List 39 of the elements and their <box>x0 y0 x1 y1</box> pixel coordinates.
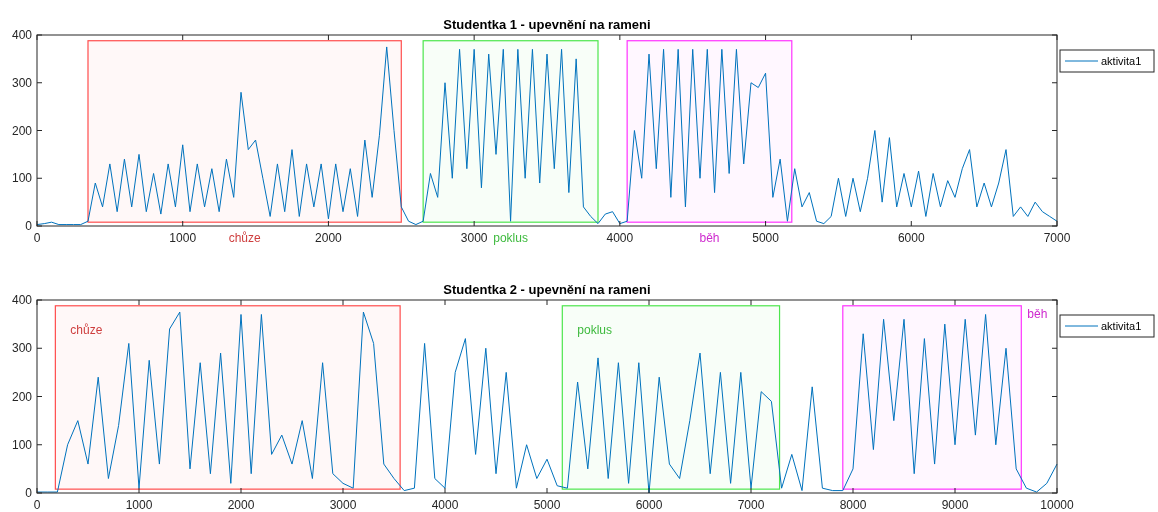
x-tick-label: 6000 <box>635 498 663 512</box>
x-tick-label: 2000 <box>315 231 343 245</box>
legend-label: aktivita1 <box>1101 320 1142 332</box>
y-tick-label: 300 <box>11 75 33 90</box>
x-tick-label: 8000 <box>839 498 867 512</box>
y-tick-label: 200 <box>11 389 33 404</box>
band-label: běh <box>1027 306 1048 321</box>
band-label: chůze <box>70 322 103 337</box>
band-label: běh <box>699 231 720 245</box>
x-tick-label: 5000 <box>533 498 561 512</box>
band-label: poklus <box>577 322 612 337</box>
y-tick-label: 0 <box>25 486 33 500</box>
band-label: chůze <box>228 231 261 245</box>
x-tick-label: 9000 <box>941 498 969 512</box>
x-tick-label: 6000 <box>897 231 925 245</box>
x-tick-label: 3000 <box>460 231 488 245</box>
x-tick-label: 7000 <box>737 498 765 512</box>
y-tick-label: 400 <box>11 293 33 307</box>
line-series <box>36 46 1058 226</box>
x-tick-label: 1000 <box>169 231 197 245</box>
chart-title: Studentka 1 - upevnění na rameni <box>443 17 651 32</box>
y-tick-label: 100 <box>11 171 33 186</box>
x-tick-label: 7000 <box>1043 231 1071 245</box>
legend-label: aktivita1 <box>1101 55 1142 67</box>
line-series <box>36 311 1058 494</box>
x-tick-label: 10000 <box>1040 498 1075 512</box>
y-tick-label: 200 <box>11 123 33 138</box>
y-tick-label: 0 <box>25 219 33 233</box>
chart-title: Studentka 2 - upevnění na rameni <box>443 282 651 297</box>
x-tick-label: 2000 <box>227 498 255 512</box>
x-tick-label: 1000 <box>125 498 153 512</box>
y-tick-label: 400 <box>11 28 33 42</box>
x-tick-label: 4000 <box>606 231 634 245</box>
x-tick-label: 4000 <box>431 498 459 512</box>
x-tick-label: 3000 <box>329 498 357 512</box>
x-tick-label: 5000 <box>752 231 780 245</box>
y-tick-label: 300 <box>11 341 33 356</box>
y-tick-label: 100 <box>11 437 33 452</box>
band-label: poklus <box>493 231 528 245</box>
